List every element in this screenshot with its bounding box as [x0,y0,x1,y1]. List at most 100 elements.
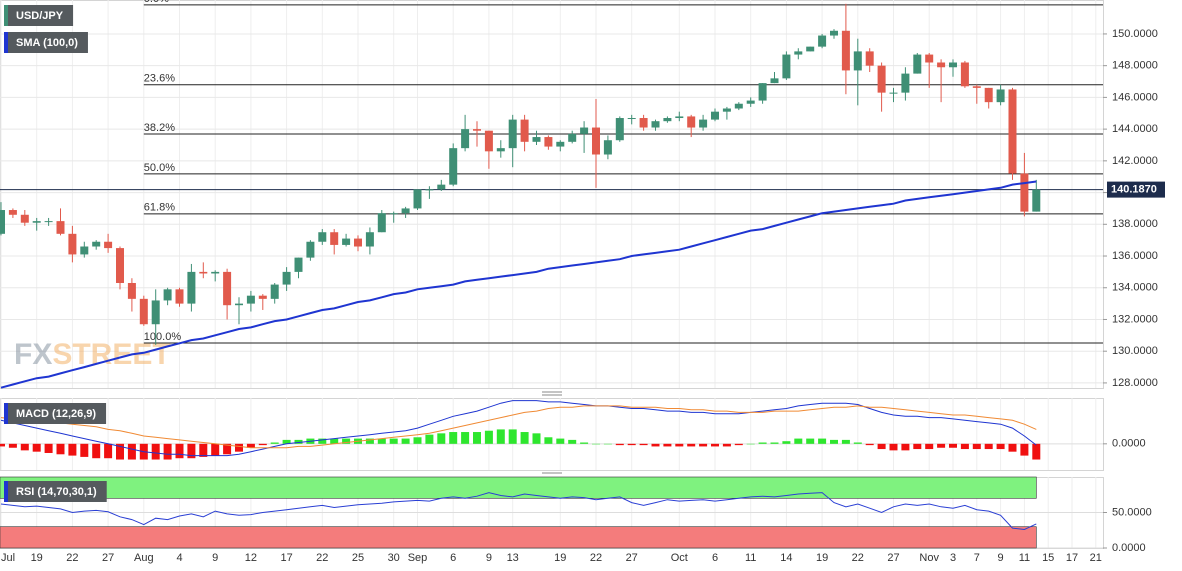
x-tick-label: Oct [671,552,688,564]
y-tick-label: 128.0000 [1112,377,1158,389]
last-price-tag [1107,181,1165,198]
candle-body [794,51,803,55]
histogram-bar [901,443,910,451]
label-box [4,481,107,502]
histogram-bar [175,443,184,459]
candle-body [865,51,874,66]
histogram-bar [282,439,291,444]
candle-body [841,30,850,71]
x-tick-label: 17 [280,552,292,564]
x-tick-label: 25 [352,552,364,564]
y-tick-label: 150.0000 [1112,28,1158,40]
candle-body [306,241,315,258]
candle-body [853,51,862,71]
histogram-bar [8,443,17,448]
fib-label: 0.0% [144,0,169,5]
y-tick-label: 50.0000 [1112,506,1152,518]
candle-body [330,232,339,245]
candle-body [282,271,291,285]
x-tick-label: 9 [486,552,492,564]
x-tick-label: 27 [626,552,638,564]
candle-body [80,246,89,255]
histogram-bar [32,443,41,452]
x-tick-label: 30 [388,552,400,564]
x-tick-label: 27 [887,552,899,564]
histogram-bar [711,443,719,447]
histogram-bar [937,443,946,448]
histogram-bar [199,443,208,457]
label-box [4,403,107,424]
candle-body [44,221,53,223]
candle-body [270,284,279,299]
candle-body [651,121,660,128]
y-tick-label: 142.0000 [1112,155,1158,167]
histogram-bar [556,438,565,444]
candle-body [187,271,196,304]
candle-body [556,141,565,147]
x-tick-label: 17 [1066,552,1078,564]
x-tick-label: 22 [852,552,864,564]
x-tick-label: 11 [1019,552,1030,564]
candle-body [663,118,672,122]
x-tick-label: 19 [816,552,828,564]
candle-body [104,241,113,249]
candle-body [175,289,184,304]
histogram-bar [865,443,874,446]
candle-body [258,295,267,299]
candle-body [318,232,327,242]
rsi-band [0,526,1037,549]
candle-body [627,118,636,120]
histogram-bar [663,443,672,447]
histogram-bar [44,443,53,453]
candle-body [603,140,612,155]
histogram-bar [330,438,339,444]
candle-body [818,35,827,47]
candle-body [425,189,434,191]
candle-body [342,238,351,245]
histogram-bar [782,441,791,444]
candle-body [401,208,410,214]
candle-body [20,214,29,223]
histogram-bar [80,443,89,457]
histogram-bar [889,443,898,451]
y-tick-label: 148.0000 [1112,60,1158,72]
x-tick-label: 4 [176,552,182,564]
label-box [4,32,88,53]
histogram-bar [127,443,136,460]
x-tick-label: 6 [712,552,718,564]
indicator-label: RSI (14,70,30,1) [4,481,107,502]
candle-body [615,118,624,141]
x-tick-label: Nov [919,552,939,564]
candle-body [496,148,505,152]
histogram-bar [830,439,838,444]
sma-line [0,180,1037,389]
histogram-bar [651,443,660,447]
rsi-band [0,476,1037,499]
histogram-bar [377,438,386,444]
x-tick-label: Jul [1,552,15,564]
histogram-bar [294,439,303,444]
y-tick-label: 132.0000 [1112,313,1158,325]
indicator-label: MACD (12,26,9) [4,403,107,424]
candle-body [235,303,243,306]
x-tick-label: 9 [212,552,218,564]
label-stripe [4,403,8,424]
label-stripe [4,32,8,53]
y-tick-label: 136.0000 [1112,250,1158,262]
candle-body [758,83,767,101]
histogram-bar [484,430,493,444]
x-tick-label: 11 [745,552,756,564]
histogram-bar [615,443,624,446]
candle-body [544,137,553,147]
histogram-bar [580,442,589,444]
histogram-bar [687,443,696,447]
candle-body [1008,89,1017,174]
candle-body [92,241,101,247]
candle-body [1032,189,1041,212]
x-tick-label: 15 [1042,552,1054,564]
histogram-bar [532,433,541,444]
candle-body [901,73,910,93]
candle-body [139,298,148,325]
candle-body [984,87,993,103]
fib-label: 61.8% [144,202,175,214]
